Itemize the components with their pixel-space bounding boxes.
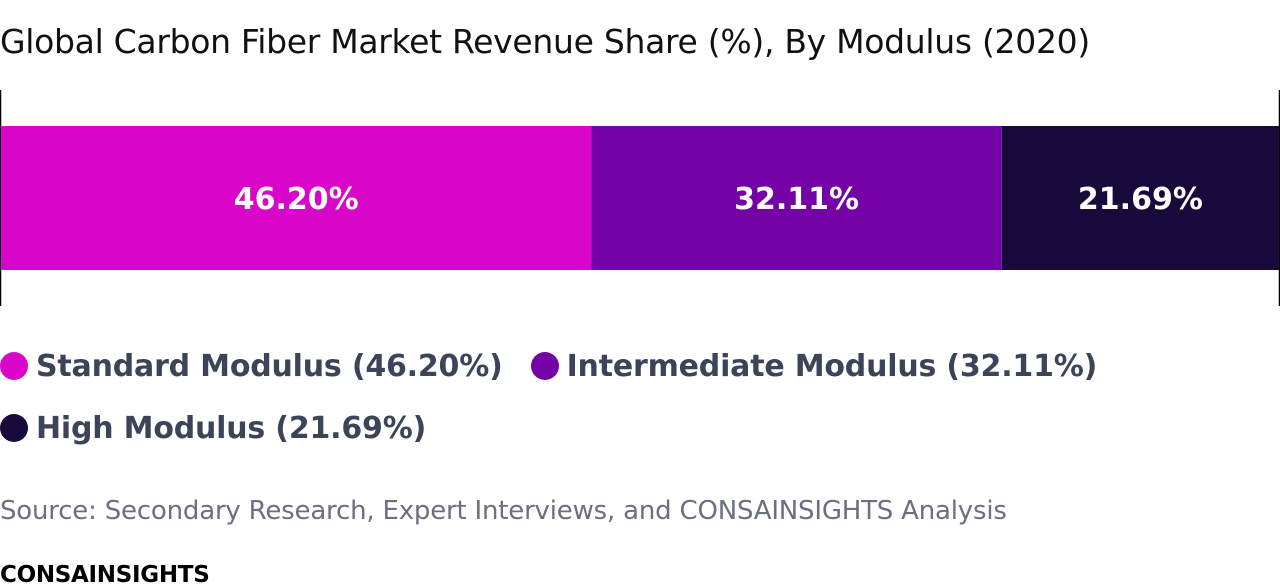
data-label-high-modulus: 21.69% [1078, 182, 1203, 217]
legend-item-standard-modulus[interactable]: Standard Modulus (46.20%) [0, 349, 503, 384]
legend-label-high-modulus: High Modulus (21.69%) [36, 410, 427, 446]
stacked-bar-chart: 46.20% 32.11% 21.69% [0, 90, 1280, 306]
bar-segment-high-modulus[interactable] [1001, 126, 1279, 270]
brand-logo-text: CONSAINSIGHTS [0, 562, 210, 588]
chart-legend: Standard Modulus (46.20%) Intermediate M… [0, 340, 1280, 464]
source-note: Source: Secondary Research, Expert Inter… [0, 496, 1007, 526]
legend-label-standard-modulus: Standard Modulus (46.20%) [36, 348, 503, 384]
data-label-standard-modulus: 46.20% [234, 182, 359, 217]
legend-row-1: Standard Modulus (46.20%) Intermediate M… [0, 330, 1280, 402]
legend-swatch-intermediate-modulus [530, 352, 559, 380]
bar-segment-standard-modulus[interactable] [1, 126, 592, 270]
data-label-intermediate-modulus: 32.11% [734, 182, 859, 217]
legend-item-high-modulus[interactable]: High Modulus (21.69%) [0, 411, 426, 446]
legend-label-intermediate-modulus: Intermediate Modulus (32.11%) [566, 348, 1098, 384]
legend-swatch-standard-modulus [0, 352, 28, 380]
legend-row-2: High Modulus (21.69%) [0, 392, 1280, 464]
chart-title: Global Carbon Fiber Market Revenue Share… [0, 22, 1090, 61]
bar-segment-intermediate-modulus[interactable] [591, 126, 1002, 270]
legend-item-intermediate-modulus[interactable]: Intermediate Modulus (32.11%) [530, 348, 1098, 384]
legend-swatch-high-modulus [0, 414, 28, 442]
